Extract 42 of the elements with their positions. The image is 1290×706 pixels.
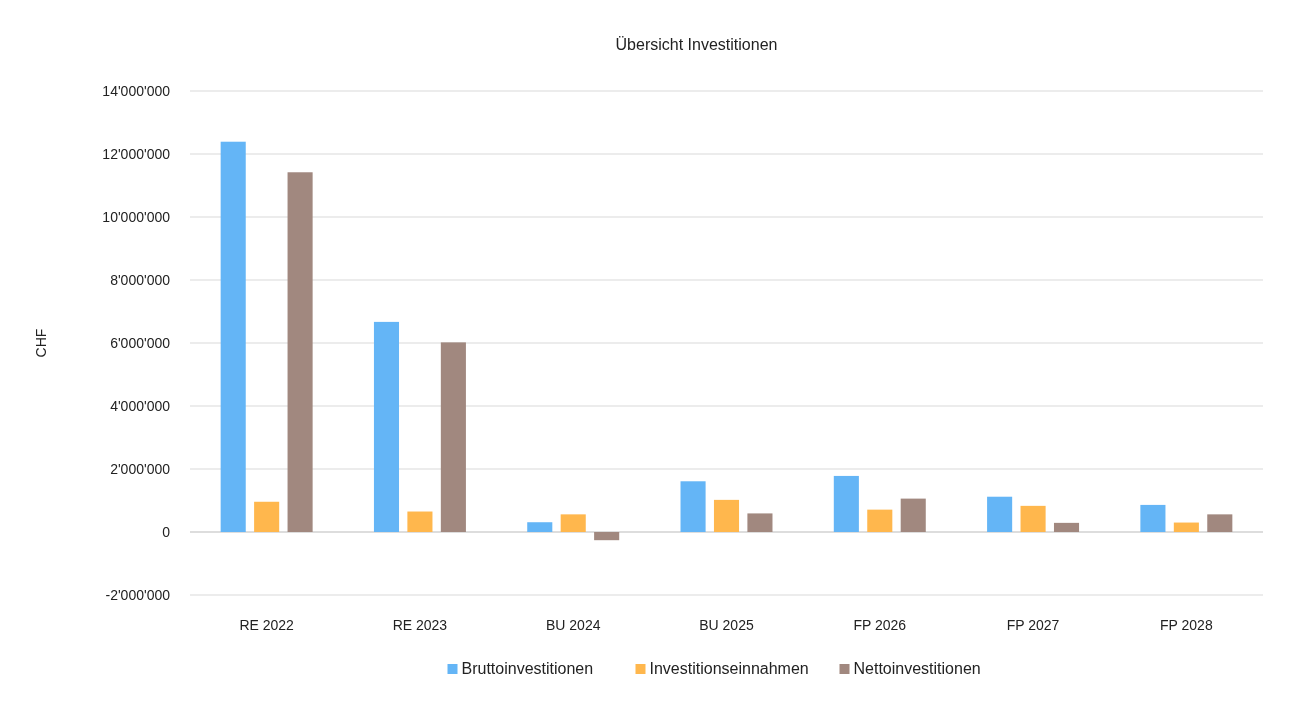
y-tick-label: 12'000'000 (102, 146, 171, 162)
bar (713, 499, 740, 532)
chart-title: Übersicht Investitionen (615, 36, 778, 53)
bar (1173, 522, 1199, 532)
bar (287, 172, 313, 532)
x-tick-label: FP 2026 (853, 617, 907, 633)
bar (833, 475, 859, 532)
bar (527, 522, 553, 532)
bar (1020, 505, 1046, 532)
x-tick-label: RE 2022 (239, 617, 295, 633)
legend-label: Bruttoinvestitionen (461, 660, 594, 677)
y-tick-label: 6'000'000 (110, 335, 171, 351)
y-tick-label: 10'000'000 (102, 209, 171, 225)
y-tick-label: 4'000'000 (110, 398, 171, 414)
x-tick-label: FP 2028 (1160, 617, 1213, 633)
bar (1053, 522, 1080, 532)
legend-label: Investitionseinnahmen (649, 660, 809, 677)
bar (407, 511, 433, 532)
y-tick-label: 14'000'000 (102, 83, 171, 99)
bar (987, 496, 1013, 532)
bar (867, 509, 893, 532)
x-tick-label: RE 2023 (392, 617, 448, 633)
y-axis-title: CHF (33, 328, 49, 358)
bar (680, 481, 706, 532)
bar (747, 513, 773, 532)
legend-label: Nettoinvestitionen (853, 660, 981, 677)
bar (594, 532, 620, 541)
bar (1207, 514, 1233, 532)
y-tick-label: 2'000'000 (110, 461, 171, 477)
x-tick-label: BU 2024 (545, 617, 601, 633)
bar (220, 141, 246, 532)
bar (440, 342, 466, 532)
bar (1140, 504, 1166, 532)
x-tick-label: FP 2027 (1006, 617, 1060, 633)
y-tick-label: 8'000'000 (110, 272, 171, 288)
y-tick-label: 0 (162, 524, 171, 540)
bar (560, 514, 586, 532)
x-tick-label: BU 2025 (699, 617, 754, 633)
y-tick-label: -2'000'000 (105, 587, 171, 603)
bar (373, 321, 400, 532)
bar (254, 501, 280, 532)
bar (900, 498, 926, 532)
